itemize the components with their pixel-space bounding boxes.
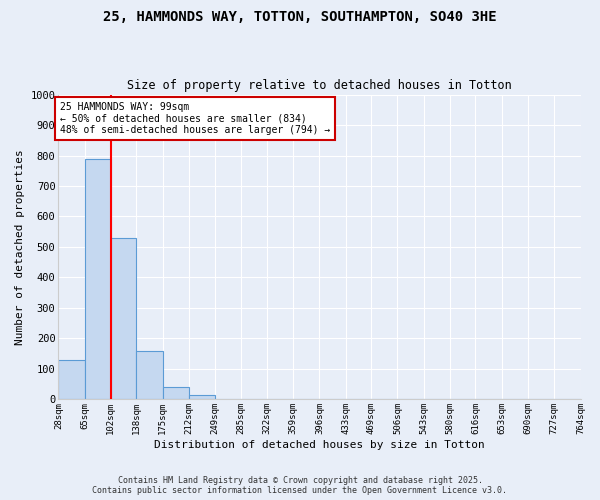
Title: Size of property relative to detached houses in Totton: Size of property relative to detached ho… xyxy=(127,79,512,92)
Bar xyxy=(111,238,136,400)
Text: Contains HM Land Registry data © Crown copyright and database right 2025.
Contai: Contains HM Land Registry data © Crown c… xyxy=(92,476,508,495)
Text: 25, HAMMONDS WAY, TOTTON, SOUTHAMPTON, SO40 3HE: 25, HAMMONDS WAY, TOTTON, SOUTHAMPTON, S… xyxy=(103,10,497,24)
Bar xyxy=(85,158,111,400)
Bar xyxy=(136,350,163,400)
Bar xyxy=(163,387,189,400)
X-axis label: Distribution of detached houses by size in Totton: Distribution of detached houses by size … xyxy=(154,440,485,450)
Bar xyxy=(58,360,85,400)
Text: 25 HAMMONDS WAY: 99sqm
← 50% of detached houses are smaller (834)
48% of semi-de: 25 HAMMONDS WAY: 99sqm ← 50% of detached… xyxy=(60,102,330,136)
Bar xyxy=(189,395,215,400)
Y-axis label: Number of detached properties: Number of detached properties xyxy=(15,149,25,345)
